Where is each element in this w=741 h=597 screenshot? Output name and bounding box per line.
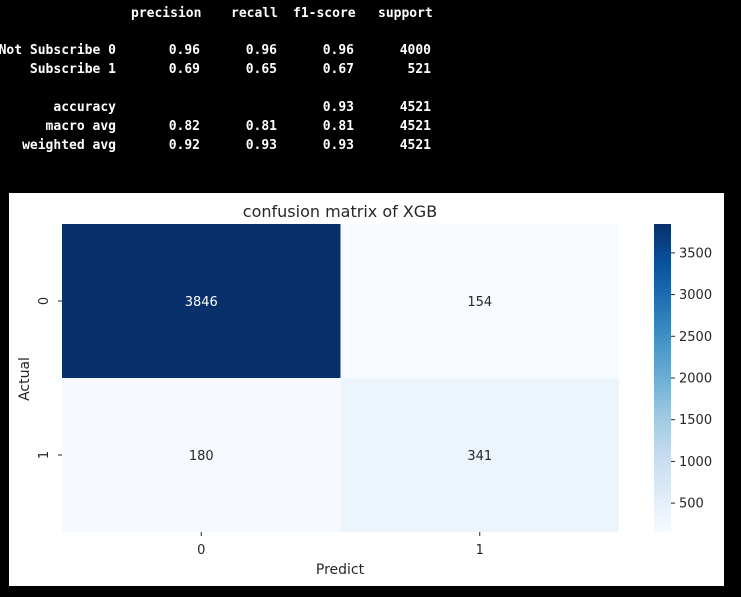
x-axis-label: Predict [316, 562, 365, 578]
cell-value-label: 180 [189, 449, 214, 464]
heatmap-cell [340, 378, 619, 532]
y-axis-label: Actual [17, 357, 33, 401]
colorbar-tick-label: 2500 [679, 330, 712, 345]
report-cell-precision: 0.96 [168, 43, 200, 58]
report-cell-f1: 0.81 [322, 119, 354, 134]
report-row-label: weighted avg [22, 138, 116, 153]
x-tick-label: 0 [197, 543, 205, 558]
report-header-support: support [378, 6, 433, 21]
report-cell-recall: 0.96 [245, 43, 277, 58]
colorbar [654, 224, 671, 532]
report-row-label: Subscribe 1 [29, 62, 116, 77]
report-cell-precision: 0.82 [168, 119, 200, 134]
report-cell-recall: 0.81 [245, 119, 277, 134]
confusion-matrix-figure: confusion matrix of XGB 3846 154 180 341 0 1… [9, 193, 724, 586]
report-cell-precision: 0.92 [168, 138, 200, 153]
report-row-label: Not Subscribe 0 [0, 43, 116, 58]
confusion-matrix-heatmap: confusion matrix of XGB 3846 154 180 341 0 1… [17, 202, 712, 578]
report-cell-support: 4521 [399, 119, 431, 134]
report-cell-f1: 0.96 [322, 43, 354, 58]
report-cell-precision: 0.69 [168, 62, 200, 77]
report-cell-support: 521 [407, 62, 431, 77]
heatmap-cell [62, 378, 341, 532]
y-tick-label: 1 [37, 451, 52, 459]
report-header-precision: precision [131, 6, 202, 21]
classification-report: precision recall f1-score support Not Su… [0, 0, 741, 190]
report-cell-support: 4521 [399, 100, 431, 115]
report-cell-f1: 0.67 [322, 62, 354, 77]
report-cell-support: 4521 [399, 138, 431, 153]
colorbar-tick-label: 2000 [679, 372, 712, 387]
report-row-label: accuracy [53, 100, 116, 115]
report-cell-f1: 0.93 [322, 100, 354, 115]
chart-title: confusion matrix of XGB [243, 202, 437, 221]
report-row-label: macro avg [45, 119, 116, 134]
report-cell-f1: 0.93 [322, 138, 354, 153]
report-cell-support: 4000 [399, 43, 431, 58]
cell-value-label: 154 [467, 295, 492, 310]
report-cell-recall: 0.93 [245, 138, 277, 153]
report-header-recall: recall [231, 6, 278, 21]
x-tick-label: 1 [476, 543, 484, 558]
cell-value-label: 3846 [185, 295, 218, 310]
report-header-f1: f1-score [293, 6, 356, 21]
y-tick-label: 0 [37, 297, 52, 305]
heatmap-cell [62, 224, 341, 378]
colorbar-tick-label: 3500 [679, 246, 712, 261]
report-cell-recall: 0.65 [245, 62, 277, 77]
cell-value-label: 341 [467, 449, 492, 464]
colorbar-tick-label: 3000 [679, 288, 712, 303]
heatmap-cell [340, 224, 619, 378]
colorbar-tick-label: 500 [679, 497, 704, 512]
colorbar-tick-label: 1000 [679, 455, 712, 470]
colorbar-tick-label: 1500 [679, 413, 712, 428]
